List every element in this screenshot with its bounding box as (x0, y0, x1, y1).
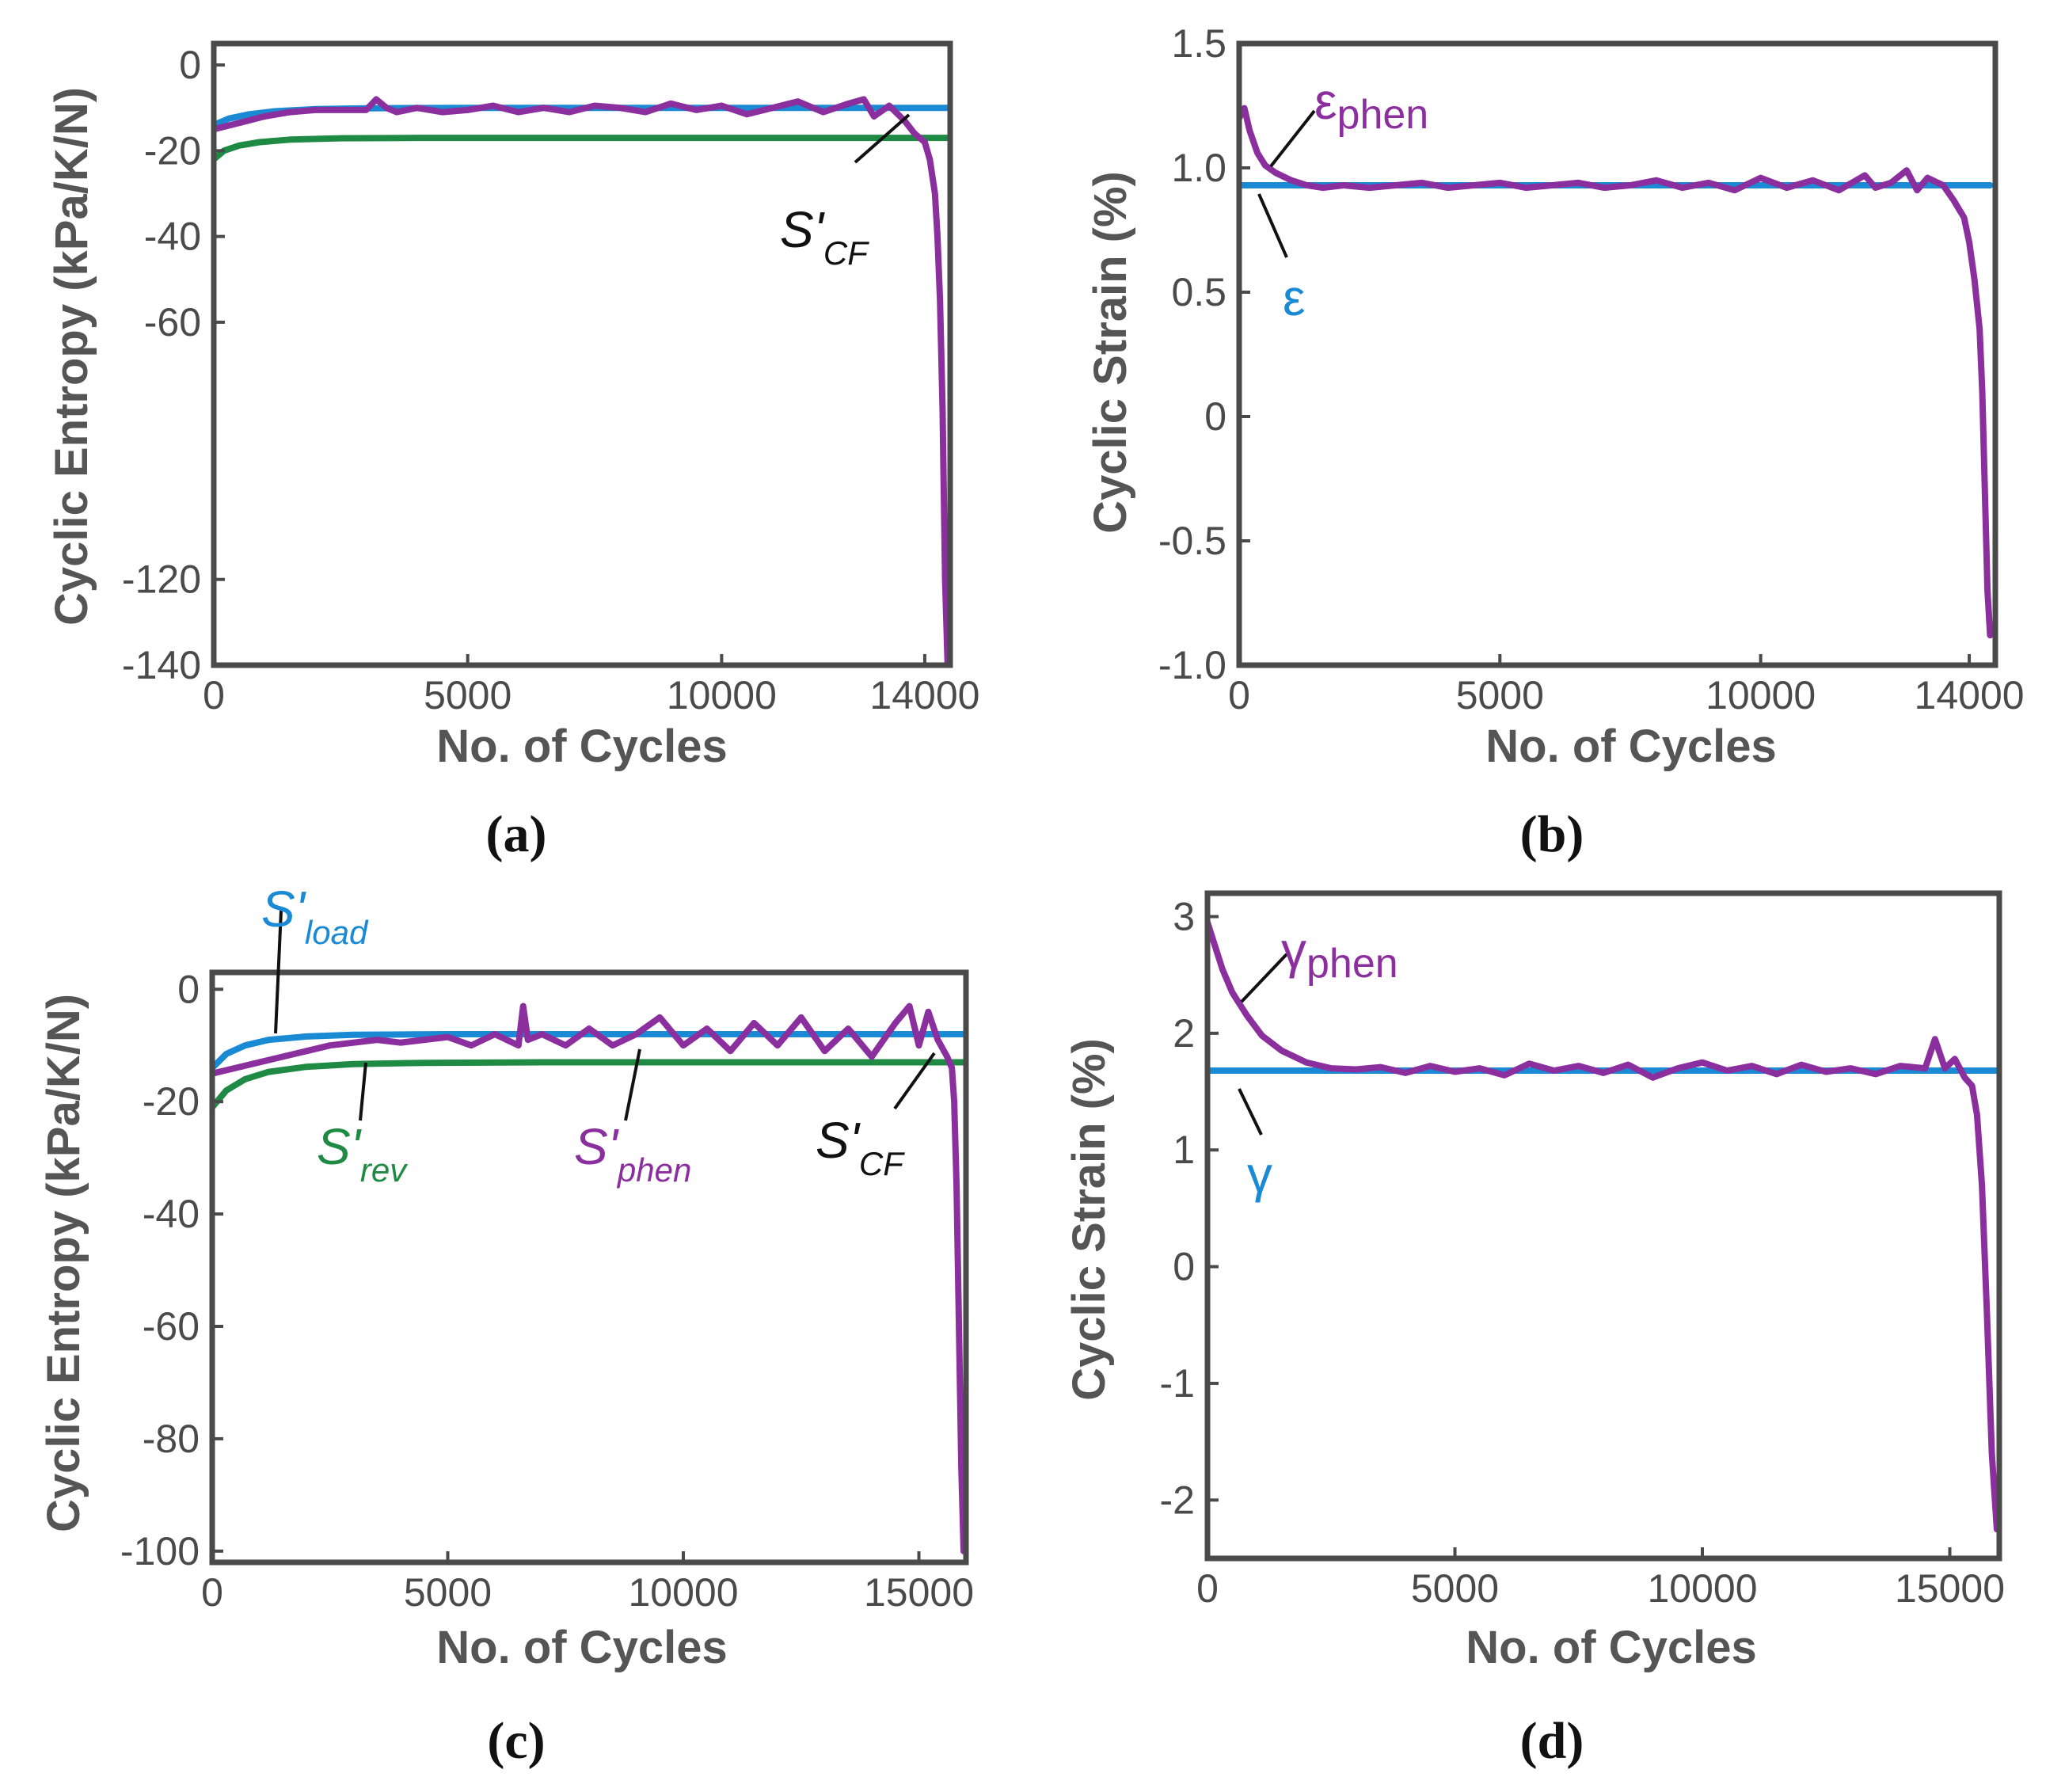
panel-a-frame (211, 40, 953, 668)
xtick-label-a-2: 10000 (667, 673, 777, 717)
ytick-label-c-1: -20 (143, 1079, 200, 1124)
panel-b-ticks: 0 5000 10000 14000 1.5 1.0 0.5 0 -0.5 -1.0 (1158, 21, 2025, 717)
panel-d-ticks: 0 5000 10000 15000 3 2 1 0 -1 -2 (1160, 894, 2005, 1611)
annot-c-sload: S'load (261, 881, 369, 951)
xtick-label-a-1: 5000 (424, 673, 512, 717)
ytick-label-d-0: 3 (1173, 894, 1195, 938)
annot-d-g-leader (1238, 1088, 1263, 1136)
ytick-label-d-3: 0 (1173, 1245, 1195, 1289)
panel-a-label: (a) (486, 805, 547, 863)
panel-b-ylabel: Cyclic Strain (%) (1085, 171, 1136, 534)
ytick-label-d-5: -2 (1160, 1478, 1195, 1522)
annot-c-scf-leader (893, 1052, 936, 1110)
panel-a-xlabel: No. of Cycles (436, 721, 727, 772)
ytick-label-a-4: -120 (122, 557, 201, 602)
series-b-purple-line (1239, 105, 1994, 639)
series-c-green-line (212, 1059, 966, 1111)
annot-c-srev: S'rev (317, 1118, 409, 1189)
xtick-label-b-1: 5000 (1456, 673, 1544, 717)
ytick-label-b-5: -1.0 (1158, 643, 1226, 687)
xtick-label-c-1: 5000 (404, 1570, 492, 1615)
ytick-label-c-3: -60 (143, 1304, 200, 1349)
ytick-label-a-5: -140 (122, 643, 201, 687)
panel-b-lines (1239, 105, 1994, 639)
ytick-label-b-1: 1.0 (1171, 146, 1226, 190)
panel-a-ticks: 0 5000 10000 14000 0 -20 -40 -60 -120 -140 (122, 43, 980, 717)
panel-b-xlabel: No. of Cycles (1485, 721, 1776, 772)
panel-c-ylabel: Cyclic Entropy (kPa/K/N) (38, 994, 89, 1532)
xtick-label-d-1: 5000 (1411, 1566, 1499, 1611)
panel-a-ylabel: Cyclic Entropy (kPa/K/N) (46, 87, 97, 626)
xtick-label-d-2: 10000 (1647, 1566, 1757, 1611)
ytick-label-a-1: -20 (144, 128, 201, 173)
panel-d-xlabel: No. of Cycles (1466, 1622, 1756, 1673)
ytick-label-d-1: 2 (1173, 1011, 1195, 1056)
ytick-label-b-3: 0 (1204, 394, 1226, 439)
annot-b-ephen: εphen (1314, 73, 1428, 138)
annot-c-sphen-leader (624, 1048, 641, 1121)
panel-c: 0 5000 10000 15000 0 -20 -40 -60 -80 -100 No. of … (38, 881, 974, 1770)
xtick-label-c-2: 10000 (628, 1570, 738, 1615)
panel-c-ticks: 0 5000 10000 15000 0 -20 -40 -60 -80 -100 (120, 967, 974, 1615)
ytick-label-b-4: -0.5 (1158, 519, 1226, 563)
xtick-label-d-0: 0 (1196, 1566, 1219, 1611)
annot-d-gphen-leader (1240, 953, 1288, 1003)
panel-c-lines (212, 1003, 966, 1554)
ytick-label-d-4: -1 (1160, 1361, 1195, 1406)
xtick-label-d-3: 15000 (1895, 1566, 2005, 1611)
annot-a-scf: S'CF (780, 201, 869, 272)
xtick-label-c-0: 0 (201, 1570, 223, 1615)
ytick-label-a-3: -60 (144, 300, 201, 344)
ytick-label-c-2: -40 (143, 1192, 200, 1236)
xtick-label-b-0: 0 (1228, 673, 1250, 717)
annot-c-srev-leader (359, 1062, 367, 1121)
annot-c-sload-leader (274, 910, 283, 1034)
panel-b: 0 5000 10000 14000 1.5 1.0 0.5 0 -0.5 -1.0 No. of… (1085, 21, 2025, 863)
series-c-blue-line (212, 1031, 966, 1071)
annot-c-sphen: S'phen (574, 1118, 691, 1189)
ytick-label-b-0: 1.5 (1171, 21, 1226, 66)
annot-c-scf: S'CF (816, 1112, 905, 1182)
xtick-label-a-0: 0 (203, 673, 225, 717)
annot-d-g: γ (1247, 1146, 1272, 1203)
panel-c-label: (c) (487, 1712, 545, 1770)
series-d-purple-line (1207, 919, 1999, 1533)
ytick-label-a-2: -40 (144, 215, 201, 259)
panel-c-frame (209, 969, 969, 1566)
panel-c-xlabel: No. of Cycles (436, 1622, 727, 1673)
xtick-label-a-3: 14000 (869, 673, 979, 717)
annot-b-e-leader (1257, 193, 1288, 258)
xtick-label-b-3: 14000 (1915, 673, 2025, 717)
annot-a-scf-leader (854, 113, 911, 164)
annot-b-ephen-leader (1269, 109, 1316, 168)
series-c-purple-line (212, 1003, 966, 1554)
panel-d-frame (1204, 890, 2002, 1562)
xtick-label-c-3: 15000 (864, 1570, 974, 1615)
ytick-label-b-2: 0.5 (1171, 270, 1226, 314)
panel-a: 0 5000 10000 14000 0 -20 -40 -60 -120 -140 No. of… (46, 40, 980, 863)
panel-b-label: (b) (1520, 805, 1584, 863)
ytick-label-c-0: 0 (177, 967, 200, 1011)
ytick-label-d-2: 1 (1173, 1128, 1195, 1172)
series-a-green-line (214, 135, 950, 163)
panel-a-lines (214, 96, 950, 665)
panel-d-lines (1207, 919, 1999, 1533)
panel-b-frame (1236, 40, 1998, 668)
annot-b-e: ε (1283, 269, 1306, 326)
series-a-purple-line (214, 96, 950, 665)
ytick-label-c-4: -80 (143, 1417, 200, 1461)
panel-d-ylabel: Cyclic Strain (%) (1063, 1038, 1115, 1401)
panel-d-label: (d) (1520, 1712, 1584, 1770)
annot-d-gphen: γphen (1281, 922, 1398, 987)
xtick-label-b-2: 10000 (1706, 673, 1816, 717)
panel-d: 0 5000 10000 15000 3 2 1 0 -1 -2 No. of Cycles Cy… (1063, 890, 2005, 1770)
ytick-label-a-0: 0 (179, 43, 201, 87)
ytick-label-c-5: -100 (120, 1529, 200, 1573)
